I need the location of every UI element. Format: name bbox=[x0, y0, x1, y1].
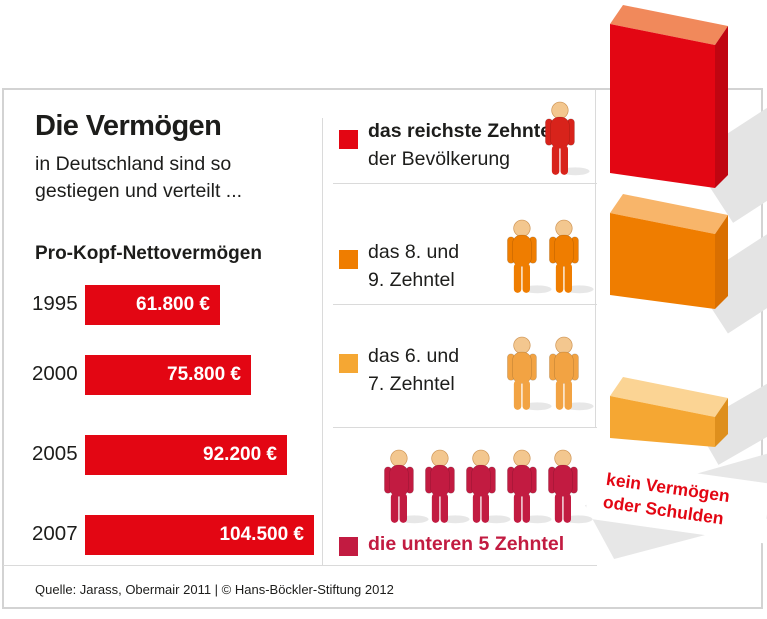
divider-legend-row-2 bbox=[333, 304, 597, 305]
legend-label: das reichste Zehntel bbox=[368, 120, 557, 142]
person-figure bbox=[504, 219, 556, 295]
bar-value-label: 61.800 € bbox=[136, 294, 210, 315]
person-figure bbox=[422, 449, 474, 525]
legend-label: 9. Zehntel bbox=[368, 269, 455, 291]
legend-swatch-crimson bbox=[339, 537, 358, 556]
box-front-face bbox=[610, 24, 715, 188]
legend-swatch-orange bbox=[339, 250, 358, 269]
person-figure-icon bbox=[425, 449, 470, 524]
person-figure-icon bbox=[384, 449, 429, 524]
legend-label: der Bevölkerung bbox=[368, 148, 511, 170]
legend-label: das 6. und bbox=[368, 345, 460, 367]
legend-label: die unteren 5 Zehntel bbox=[368, 533, 565, 555]
person-figure bbox=[504, 449, 556, 525]
box-side-face bbox=[715, 215, 728, 309]
legend-label: das 8. und bbox=[368, 241, 460, 263]
source-credit: Quelle: Jarass, Obermair 2011 | © Hans-B… bbox=[35, 582, 394, 597]
divider-footer bbox=[3, 565, 597, 566]
page-title: Die Vermögen bbox=[35, 110, 222, 142]
divider-legend-row-1 bbox=[333, 183, 597, 184]
bar-year-label: 1995 bbox=[32, 292, 78, 315]
bar-value-label: 92.200 € bbox=[203, 444, 277, 465]
wealth-box-richest-tenth bbox=[610, 5, 730, 199]
legend-swatch-red bbox=[339, 130, 358, 149]
bar: 104.500 € bbox=[85, 515, 314, 555]
page-subtitle: in Deutschland sind so gestiegen und ver… bbox=[35, 153, 243, 202]
chart-title: Pro-Kopf-Nettovermögen bbox=[35, 243, 262, 264]
wealth-box-sixth-seventh-tenth bbox=[610, 377, 730, 464]
person-figure bbox=[504, 336, 556, 412]
person-figure-icon bbox=[549, 336, 594, 411]
person-figure bbox=[545, 449, 597, 525]
person-figure bbox=[381, 449, 433, 525]
person-figure-icon bbox=[549, 219, 594, 294]
divider-legend-boxes bbox=[595, 90, 596, 427]
person-figure-icon bbox=[507, 336, 552, 411]
bar-value-label: 75.800 € bbox=[167, 364, 241, 385]
person-figure bbox=[546, 219, 598, 295]
bar-year-label: 2005 bbox=[32, 442, 78, 465]
legend-label: 7. Zehntel bbox=[368, 373, 455, 395]
bar-year-label: 2007 bbox=[32, 522, 78, 545]
person-figure-icon bbox=[466, 449, 511, 524]
bar: 92.200 € bbox=[85, 435, 287, 475]
person-figure bbox=[463, 449, 515, 525]
person-figure-icon bbox=[507, 449, 552, 524]
bar-value-label: 104.500 € bbox=[219, 524, 304, 545]
box-side-face bbox=[715, 26, 728, 188]
person-figure bbox=[546, 336, 598, 412]
bar-year-label: 2000 bbox=[32, 362, 78, 385]
bar: 75.800 € bbox=[85, 355, 251, 395]
person-figure-icon bbox=[545, 101, 590, 176]
person-figure-icon bbox=[507, 219, 552, 294]
divider-chart-legend bbox=[322, 118, 323, 565]
bar: 61.800 € bbox=[85, 285, 220, 325]
legend-swatch-light-orange bbox=[339, 354, 358, 373]
divider-legend-row-3 bbox=[333, 427, 597, 428]
person-figure bbox=[542, 101, 594, 177]
person-figure-icon bbox=[548, 449, 593, 524]
wealth-box-eighth-ninth-tenth bbox=[610, 194, 730, 321]
